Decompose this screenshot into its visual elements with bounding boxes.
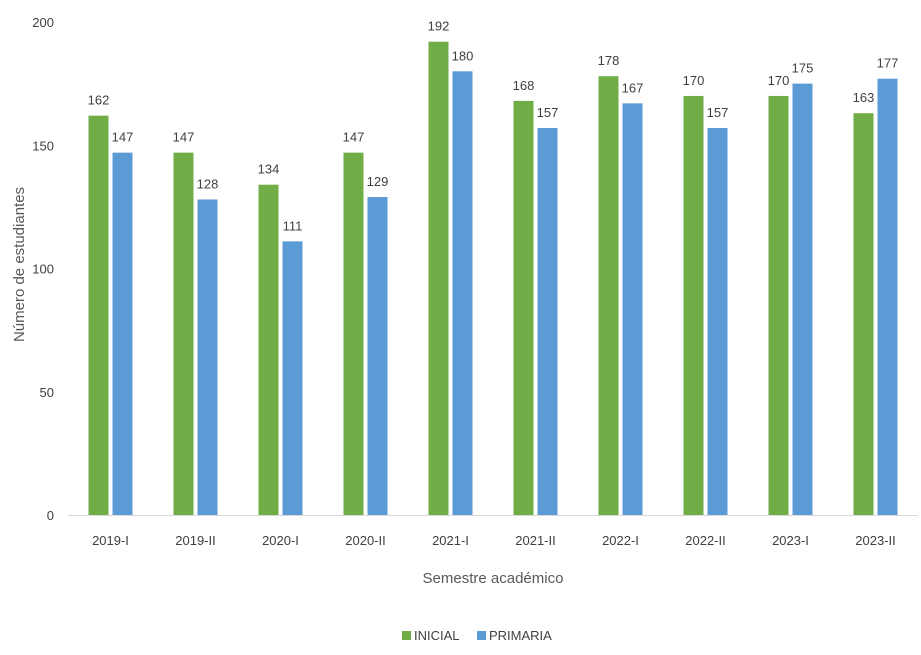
bar-inicial <box>88 115 109 516</box>
legend-swatch-primaria <box>477 631 486 640</box>
legend-label-inicial: INICIAL <box>414 628 460 643</box>
x-tick-label: 2019-I <box>92 533 129 548</box>
data-label-primaria: 111 <box>283 218 303 233</box>
x-tick-label: 2021-II <box>515 533 555 548</box>
bar-inicial <box>343 152 364 515</box>
bar-inicial <box>853 113 874 515</box>
x-tick-label: 2021-I <box>432 533 469 548</box>
x-tick-label: 2020-II <box>345 533 385 548</box>
y-tick-label: 150 <box>32 138 54 153</box>
data-label-primaria: 147 <box>112 130 134 145</box>
bar-primaria <box>282 241 303 515</box>
data-label-inicial: 163 <box>853 90 875 105</box>
bar-inicial <box>513 100 534 515</box>
legend: INICIAL PRIMARIA <box>402 628 552 643</box>
y-tick-label: 0 <box>47 508 54 523</box>
bar-inicial <box>173 152 194 515</box>
data-label-inicial: 192 <box>428 19 450 34</box>
data-label-primaria: 180 <box>452 48 474 63</box>
data-label-inicial: 178 <box>598 53 620 68</box>
data-label-primaria: 157 <box>707 105 729 120</box>
x-tick-label: 2023-I <box>772 533 809 548</box>
bar-primaria <box>367 197 388 515</box>
bar-primaria <box>537 127 558 516</box>
x-tick-label: 2023-II <box>855 533 895 548</box>
data-label-inicial: 162 <box>88 93 110 108</box>
data-label-primaria: 177 <box>877 56 899 71</box>
bars-group <box>88 41 898 516</box>
data-label-inicial: 134 <box>258 162 280 177</box>
legend-label-primaria: PRIMARIA <box>489 628 552 643</box>
bar-inicial <box>428 41 449 515</box>
x-axis-title: Semestre académico <box>423 570 564 587</box>
bar-primaria <box>452 71 473 516</box>
bar-primaria <box>112 152 133 515</box>
x-tick-label: 2019-II <box>175 533 215 548</box>
bar-primaria <box>792 83 813 515</box>
data-label-primaria: 128 <box>197 176 219 191</box>
x-tick-label: 2020-I <box>262 533 299 548</box>
data-label-primaria: 157 <box>537 105 559 120</box>
data-label-primaria: 175 <box>792 61 814 76</box>
bar-primaria <box>877 78 898 515</box>
bar-inicial <box>683 95 704 515</box>
bar-inicial <box>598 76 619 515</box>
data-label-inicial: 147 <box>173 130 195 145</box>
bar-primaria <box>197 199 218 516</box>
x-tick-label: 2022-II <box>685 533 725 548</box>
bar-primaria <box>707 127 728 516</box>
x-axis-ticks: 2019-I 2019-II 2020-I 2020-II 2021-I 2021-II 2… <box>92 533 896 548</box>
data-label-inicial: 170 <box>683 73 705 88</box>
y-axis-ticks: 0 50 100 150 200 <box>32 15 54 523</box>
data-label-inicial: 168 <box>513 78 535 93</box>
data-label-primaria: 167 <box>622 80 644 95</box>
bar-inicial <box>258 184 279 515</box>
bar-inicial <box>768 95 789 515</box>
legend-swatch-inicial <box>402 631 411 640</box>
data-label-inicial: 147 <box>343 130 365 145</box>
y-tick-label: 50 <box>40 385 54 400</box>
data-label-primaria: 129 <box>367 174 389 189</box>
x-tick-label: 2022-I <box>602 533 639 548</box>
y-tick-label: 100 <box>32 262 54 277</box>
data-label-inicial: 170 <box>768 73 790 88</box>
y-tick-label: 200 <box>32 15 54 30</box>
bar-primaria <box>622 103 643 515</box>
y-axis-title: Número de estudiantes <box>11 187 28 342</box>
